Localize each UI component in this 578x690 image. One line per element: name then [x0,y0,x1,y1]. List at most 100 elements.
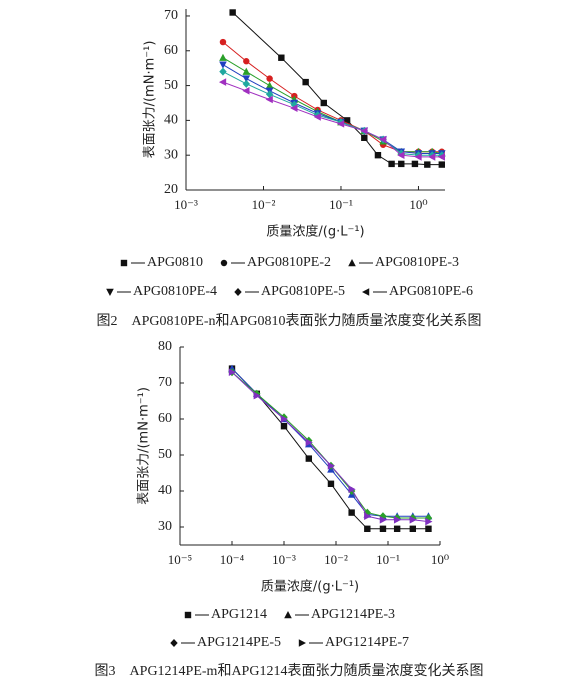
marker [106,288,114,296]
y-tick-label: 50 [164,78,178,93]
x-tick-label: 10⁰ [409,197,427,212]
marker [228,368,236,376]
y-tick-label: 20 [164,182,178,197]
marker [302,78,309,86]
legend-row: APG0810 APG0810PE-2 APG0810PE-3 [120,255,459,270]
marker [280,423,288,430]
series-line [231,368,429,530]
y-tick-label: 70 [158,375,172,390]
x-tick-label: 10⁻¹ [376,552,400,567]
marker [428,153,436,161]
marker [305,438,313,447]
marker [409,525,417,532]
series-line [231,371,429,519]
marker [243,58,250,65]
series-line [231,371,429,523]
marker [184,611,192,619]
legend-row: APG1214PE-5 APG1214PE-7 [170,635,409,650]
series-line [231,368,429,517]
marker [437,153,445,161]
marker [284,611,292,619]
y-tick-label: 40 [158,483,172,498]
marker [424,161,431,168]
y-tick-label: 80 [158,339,172,354]
marker [313,113,321,121]
marker [393,516,402,524]
figure-caption: 图3 APG1214PE-m和APG1214表面张力随质量浓度变化关系图 [95,663,484,679]
marker [265,95,273,104]
marker [379,525,387,532]
legend-label: APG1214PE-7 [325,635,409,650]
marker [234,288,242,296]
marker [348,485,356,493]
y-axis-title: 表面张力/(mN·m⁻¹) [137,387,152,505]
marker [266,75,273,82]
x-tick-label: 10⁻² [252,197,276,212]
marker [348,259,356,267]
marker [298,639,306,647]
legend-label: APG0810PE-6 [389,284,473,299]
legend-label: APG1214 [211,607,267,622]
marker [305,455,313,462]
legend-label: APG0810PE-4 [133,284,217,299]
marker [242,79,250,88]
y-tick-label: 70 [164,8,178,23]
series-line [222,41,442,153]
marker [265,90,274,99]
marker [348,509,355,516]
marker [265,81,274,89]
marker [336,120,345,128]
legend-label: APG0810PE-2 [247,255,331,270]
marker [409,516,417,524]
marker [374,151,382,159]
marker [364,512,372,520]
marker [438,161,445,168]
marker [414,153,422,161]
marker [379,135,387,144]
marker [278,54,285,61]
chart: 30 40 50 60 70 80 10⁻⁵ 10⁻⁴ 10⁻³ 10⁻² 10⁻¹ 10⁰ 质量浓度/… [95,339,484,679]
marker [280,415,288,423]
legend-label: APG0810PE-3 [375,255,459,270]
marker [219,53,227,61]
marker [411,160,419,168]
marker [327,480,335,487]
legend-row: APG1214 APG1214PE-3 [184,607,395,622]
marker [425,517,433,526]
legend-row: APG0810PE-4 APG0810PE-5 APG0810PE-6 [106,284,473,299]
y-tick-label: 30 [164,147,178,162]
marker [170,639,178,647]
marker [219,67,227,76]
series-line [232,12,442,166]
legend-label: APG1214PE-5 [197,635,281,650]
marker [327,462,335,470]
marker [320,99,327,107]
x-tick-label: 10⁻³ [174,197,198,212]
marker [393,525,401,532]
marker [388,160,395,168]
marker [120,259,128,267]
marker [364,525,371,532]
marker [361,134,368,141]
marker [362,288,370,296]
marker [253,391,261,400]
x-tick-label: 10⁻¹ [329,197,353,212]
marker [379,516,387,524]
marker [219,38,227,46]
y-tick-label: 50 [158,447,172,462]
figure-caption: 图2 APG0810PE-n和APG0810表面张力随质量浓度变化关系图 [96,313,481,329]
x-tick-label: 10⁻³ [272,552,296,567]
marker [398,160,405,168]
marker [242,86,250,95]
marker [220,259,228,267]
legend-label: APG0810 [147,255,203,270]
marker [229,9,236,16]
x-axis-title: 质量浓度/(g·L⁻¹) [261,579,359,595]
marker [343,117,351,124]
x-tick-label: 10⁻² [324,552,348,567]
y-axis-title: 表面张力/(mN·m⁻¹) [143,41,158,159]
x-tick-label: 10⁻⁴ [220,552,245,567]
legend-label: APG1214PE-3 [311,607,395,622]
y-tick-label: 60 [158,411,172,426]
